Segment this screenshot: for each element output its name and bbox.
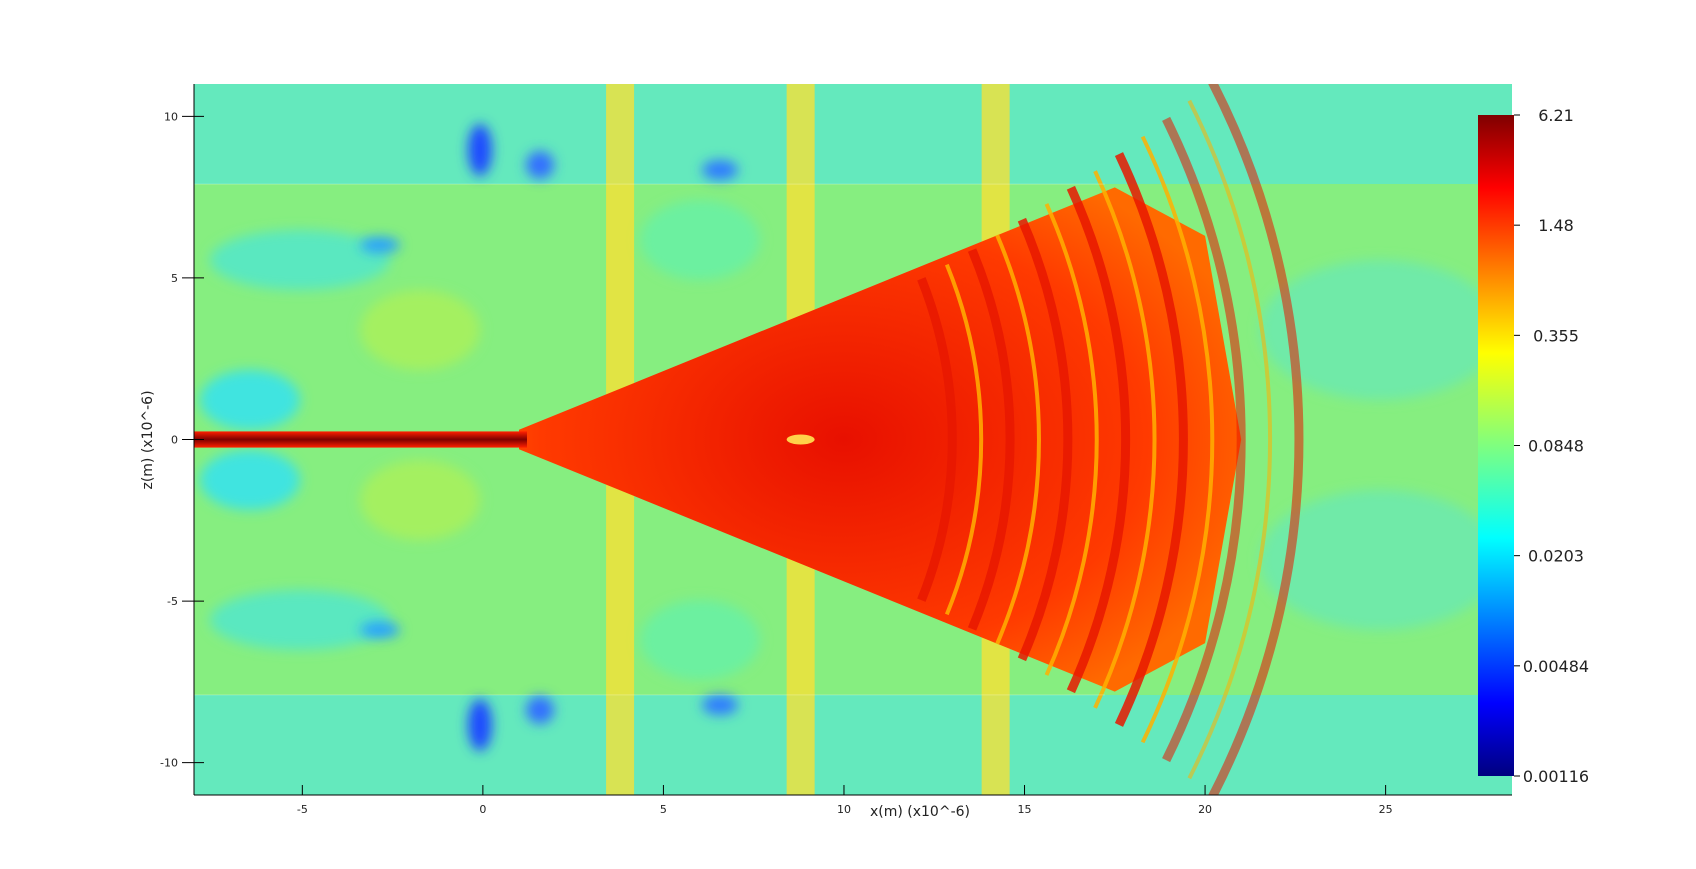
x-tick-label-5: 20 bbox=[1198, 803, 1212, 816]
x-axis-ticks: -5 0 5 10 15 20 25 bbox=[297, 785, 1393, 816]
arc-fringe-12 bbox=[1208, 84, 1304, 795]
background-texture bbox=[200, 200, 1500, 680]
arc-fringe-10 bbox=[1162, 116, 1246, 763]
arc-fringe-8 bbox=[1114, 152, 1188, 727]
cladding-dark-spots bbox=[360, 124, 738, 751]
x-tick-label-3: 10 bbox=[837, 803, 851, 816]
cladding-top bbox=[194, 84, 1512, 184]
x-tick-label-2: 5 bbox=[660, 803, 667, 816]
heatmap-plot-area bbox=[194, 84, 1512, 795]
y-tick-label-3: -5 bbox=[167, 595, 178, 608]
y-axis-label: z(m) (x10^-6) bbox=[140, 390, 156, 489]
waveguide-core bbox=[194, 431, 527, 448]
x-tick-label-1: 0 bbox=[479, 803, 486, 816]
colorbar-tick-label-5: 0.00484 bbox=[1523, 657, 1589, 676]
focus-spot bbox=[786, 434, 815, 445]
cladding-bottom bbox=[194, 695, 1512, 795]
y-tick-label-0: 10 bbox=[164, 110, 178, 123]
y-tick-label-4: -10 bbox=[160, 757, 178, 770]
y-axis-ticks: 10 5 0 -5 -10 bbox=[160, 110, 204, 770]
colorbar-tick-label-4: 0.0203 bbox=[1528, 547, 1584, 566]
diffraction-cone bbox=[518, 187, 1242, 692]
y-tick-label-2: 0 bbox=[171, 434, 178, 447]
arc-fringe-2 bbox=[967, 248, 1015, 631]
colorbar-tick-label-3: 0.0848 bbox=[1528, 437, 1584, 456]
colorbar-tick-label-0: 6.21 bbox=[1538, 106, 1574, 125]
colorbar-tick-label-2: 0.355 bbox=[1533, 326, 1579, 345]
arc-fringe-7 bbox=[1093, 170, 1157, 709]
arc-fringes bbox=[917, 84, 1304, 795]
arc-fringe-11 bbox=[1187, 99, 1272, 780]
colorbar-tick-label-1: 1.48 bbox=[1538, 216, 1574, 235]
x-tick-label-0: -5 bbox=[297, 803, 308, 816]
arc-fringe-4 bbox=[1017, 217, 1073, 662]
x-tick-label-6: 25 bbox=[1379, 803, 1393, 816]
colorbar-tick-label-6: 0.00116 bbox=[1523, 767, 1589, 786]
arc-fringe-9 bbox=[1140, 135, 1215, 744]
arc-fringe-6 bbox=[1066, 185, 1131, 694]
y-tick-label-1: 5 bbox=[171, 272, 178, 285]
arc-fringe-0 bbox=[917, 277, 957, 602]
arc-fringe-3 bbox=[995, 234, 1041, 645]
x-tick-label-4: 15 bbox=[1018, 803, 1032, 816]
colorbar-ticks: 6.21 1.48 0.355 0.0848 0.0203 0.00484 0.00116 bbox=[1514, 106, 1589, 786]
arc-fringe-5 bbox=[1044, 203, 1099, 676]
colorbar-gradient bbox=[1478, 115, 1514, 776]
arc-fringe-1 bbox=[944, 263, 984, 616]
colorbar: 6.21 1.48 0.355 0.0848 0.0203 0.00484 0.00116 bbox=[1478, 106, 1589, 786]
x-axis-label: x(m) (x10^-6) bbox=[870, 804, 970, 820]
